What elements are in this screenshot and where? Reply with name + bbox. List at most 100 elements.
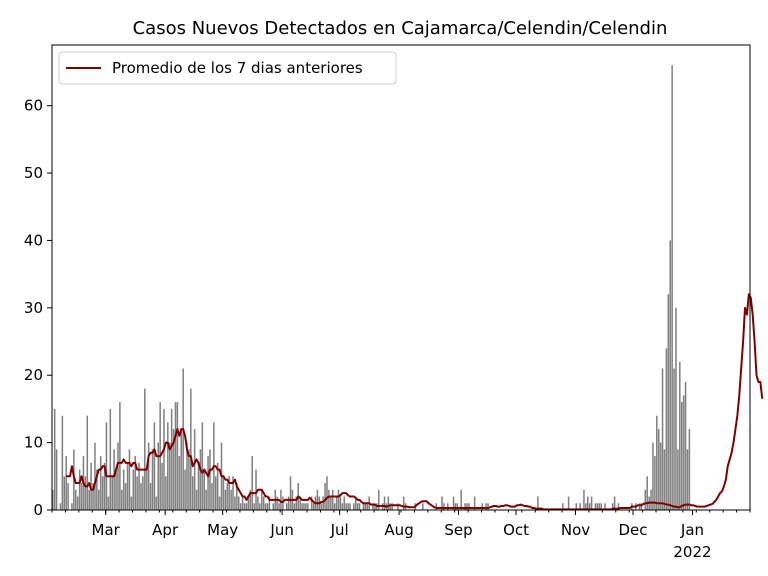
daily-case-bar [98, 489, 100, 510]
daily-case-bar [59, 503, 62, 510]
daily-case-bar [347, 503, 349, 510]
daily-case-bar [193, 429, 196, 510]
daily-case-bar [316, 489, 319, 510]
x-tick-label: Apr [152, 521, 179, 539]
daily-case-bar [65, 456, 67, 510]
daily-case-bar [594, 503, 597, 510]
daily-case-bar [276, 496, 278, 510]
daily-case-bar [149, 483, 152, 510]
daily-case-bar [205, 489, 207, 510]
daily-case-bar [117, 442, 119, 510]
x-tick-label: Mar [92, 521, 121, 539]
daily-case-bar [107, 496, 110, 510]
daily-case-bar [307, 503, 309, 510]
daily-case-bar [341, 503, 344, 510]
daily-case-bar [124, 483, 127, 510]
daily-case-bar [656, 415, 658, 510]
daily-case-bar [266, 503, 269, 510]
daily-case-bar [295, 496, 298, 510]
daily-case-bar [201, 422, 204, 510]
daily-case-bar [330, 496, 332, 510]
daily-case-bar [665, 348, 668, 510]
daily-case-bar [262, 496, 265, 510]
daily-case-bar [115, 469, 117, 510]
daily-case-bar [638, 503, 641, 510]
daily-case-bar [372, 503, 374, 510]
daily-case-bar [278, 503, 280, 510]
x-tick-label: Jun [269, 521, 293, 539]
daily-case-bar [222, 476, 225, 510]
daily-case-bar [331, 489, 334, 510]
x-year-label: 2022 [673, 543, 711, 561]
daily-case-bar [103, 462, 106, 510]
daily-case-bar [92, 483, 94, 510]
daily-case-bar [176, 402, 179, 510]
daily-case-bar [268, 496, 271, 510]
daily-case-bar [282, 496, 284, 510]
daily-case-bar [617, 503, 620, 510]
daily-case-bar [241, 496, 244, 510]
daily-case-bar [155, 496, 158, 510]
daily-case-bar [285, 503, 288, 510]
daily-case-bar [339, 496, 342, 510]
daily-case-bar [238, 496, 240, 510]
daily-case-bar [163, 408, 165, 510]
daily-case-bar [249, 489, 252, 510]
x-tick-label: Sep [444, 521, 472, 539]
daily-case-bar [324, 483, 326, 510]
daily-case-bar [230, 489, 232, 510]
daily-case-bar [197, 462, 200, 510]
daily-case-bar [422, 503, 424, 510]
daily-case-bar [214, 476, 217, 510]
daily-case-bar [650, 489, 652, 510]
daily-case-bar [113, 449, 115, 510]
daily-case-bar [473, 496, 476, 510]
moving-average-line [66, 293, 764, 511]
daily-case-bar [435, 503, 438, 510]
daily-case-bar [366, 503, 369, 510]
daily-case-bar [228, 476, 230, 510]
daily-case-bar [345, 503, 347, 510]
daily-case-bar [75, 489, 77, 510]
daily-case-bar [680, 402, 683, 510]
daily-case-bar [590, 496, 593, 510]
legend: Promedio de los 7 dias anteriores [58, 51, 397, 85]
daily-case-bar [88, 489, 90, 510]
daily-case-bar [239, 503, 242, 510]
daily-case-bar [190, 388, 192, 510]
daily-case-bar [377, 489, 380, 510]
daily-case-bar [293, 503, 296, 510]
daily-case-bar [78, 469, 81, 510]
daily-case-bar [63, 476, 66, 510]
daily-case-bar [679, 361, 681, 510]
daily-case-bar [583, 489, 585, 510]
daily-case-bar [180, 429, 183, 510]
daily-case-bar [251, 456, 253, 510]
daily-case-bar [86, 415, 89, 510]
daily-case-bar [567, 496, 570, 510]
daily-case-bar [673, 368, 675, 510]
x-tick-label: May [207, 521, 238, 539]
daily-case-bar [322, 496, 324, 510]
daily-case-bar [128, 449, 131, 510]
daily-case-bar [243, 503, 246, 510]
legend-box [58, 51, 397, 85]
daily-case-bar [575, 503, 578, 510]
bar-series [52, 65, 691, 510]
daily-case-bar [326, 476, 328, 510]
daily-case-bar [644, 489, 647, 510]
daily-case-bar [186, 442, 188, 510]
daily-case-bar [389, 503, 392, 510]
daily-case-bar [161, 462, 163, 510]
y-tick-label: 20 [24, 366, 43, 384]
daily-case-bar [111, 476, 113, 510]
daily-case-bar [253, 503, 255, 510]
daily-case-bar [456, 503, 459, 510]
daily-case-bar [105, 422, 108, 510]
daily-case-bar [145, 469, 148, 510]
daily-case-bar [579, 503, 581, 510]
daily-case-bar [76, 496, 79, 510]
daily-case-bar [157, 442, 159, 510]
daily-case-bar [537, 496, 539, 510]
daily-case-bar [362, 503, 365, 510]
